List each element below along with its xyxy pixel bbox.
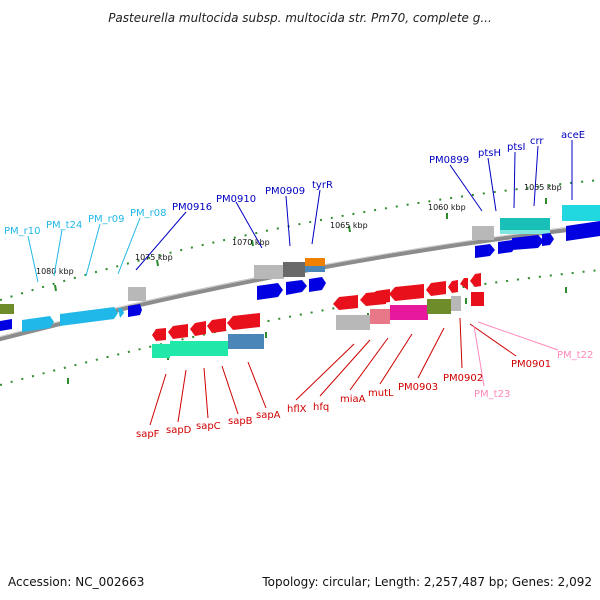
gene-label[interactable]: PM0909 <box>265 186 305 197</box>
tick-label-1055: 1055 kbp <box>524 183 562 192</box>
gene-label[interactable]: ptsI <box>507 142 525 153</box>
gene-label[interactable]: sapB <box>228 416 253 427</box>
gene-label[interactable]: mutL <box>368 388 394 399</box>
gene-feature[interactable] <box>333 295 358 310</box>
gene-feature[interactable] <box>370 289 390 304</box>
gene-feature[interactable] <box>512 235 544 250</box>
gene-feature[interactable] <box>427 299 451 314</box>
gene-feature[interactable] <box>562 205 600 221</box>
gene-feature[interactable] <box>309 277 326 292</box>
genome-summary-text: Topology: circular; Length: 2,257,487 bp… <box>261 575 592 589</box>
gene-feature[interactable] <box>470 273 481 287</box>
gene-label[interactable]: sapC <box>196 421 221 432</box>
gene-feature[interactable] <box>448 280 458 293</box>
gene-feature[interactable] <box>190 321 206 336</box>
lower-gene-labels: sapF sapD sapC sapB sapA hflX hfq miaA m… <box>136 350 593 440</box>
gene-label[interactable]: sapF <box>136 429 160 440</box>
gene-feature[interactable] <box>170 341 228 356</box>
gene-feature[interactable] <box>60 307 118 326</box>
gene-feature[interactable] <box>451 296 461 311</box>
gene-label[interactable]: PM0903 <box>398 382 438 393</box>
upper-leader-lines <box>27 140 573 283</box>
gene-feature[interactable] <box>370 309 390 324</box>
gene-label[interactable]: tyrR <box>312 180 333 191</box>
gene-label[interactable]: PM_t23 <box>474 389 510 400</box>
lower-leader-lines <box>149 317 559 426</box>
gene-feature[interactable] <box>389 284 424 301</box>
gene-feature[interactable] <box>286 280 307 295</box>
gene-feature[interactable] <box>283 262 305 277</box>
accession-text: Accession: NC_002663 <box>8 575 144 589</box>
gene-feature[interactable] <box>500 230 550 234</box>
gene-feature[interactable] <box>498 240 516 254</box>
gene-feature[interactable] <box>0 304 14 314</box>
gene-feature[interactable] <box>426 281 446 296</box>
gene-feature[interactable] <box>542 233 554 246</box>
upper-gene-labels: PM_r10 PM_t24 PM_r09 PM_r08 PM0916 PM091… <box>4 130 585 237</box>
gene-label[interactable]: ptsH <box>478 148 501 159</box>
inner-scale-ruler <box>0 269 600 386</box>
gene-label[interactable]: PM_r08 <box>130 208 167 219</box>
map-title: Pasteurella multocida subsp. multocida s… <box>108 11 492 25</box>
gene-feature[interactable] <box>390 305 428 320</box>
gene-feature[interactable] <box>227 313 260 330</box>
gene-feature[interactable] <box>118 308 124 318</box>
gene-feature[interactable] <box>152 328 166 341</box>
reverse-gene-track <box>152 273 484 358</box>
gene-feature[interactable] <box>500 218 550 230</box>
gene-feature[interactable] <box>128 287 146 301</box>
forward-gene-track <box>0 205 600 332</box>
gene-label[interactable]: hfq <box>313 402 329 413</box>
tick-label-1075: 1075 kbp <box>135 253 173 262</box>
gene-feature[interactable] <box>254 265 284 279</box>
gene-label[interactable]: sapA <box>256 410 281 421</box>
gene-label[interactable]: PM_t24 <box>46 220 82 231</box>
gene-feature[interactable] <box>472 226 494 240</box>
tick-label-1065: 1065 kbp <box>330 221 368 230</box>
gene-label[interactable]: crr <box>530 136 544 147</box>
gene-label[interactable]: aceE <box>561 130 585 141</box>
gene-label[interactable]: PM_r10 <box>4 226 41 237</box>
gene-feature[interactable] <box>471 292 484 306</box>
gene-feature[interactable] <box>475 244 495 258</box>
gene-label[interactable]: miaA <box>340 394 366 405</box>
gene-feature[interactable] <box>257 283 283 300</box>
gene-label[interactable]: PM0902 <box>443 373 483 384</box>
gene-feature[interactable] <box>207 318 226 333</box>
gene-feature[interactable] <box>460 278 468 290</box>
gene-label[interactable]: PM0901 <box>511 359 551 370</box>
gene-feature[interactable] <box>22 316 54 332</box>
tick-label-1060: 1060 kbp <box>428 203 466 212</box>
gene-label[interactable]: PM0916 <box>172 202 212 213</box>
gene-label[interactable]: PM_r09 <box>88 214 125 225</box>
gene-feature[interactable] <box>152 344 170 358</box>
gene-feature[interactable] <box>305 258 325 266</box>
gene-label[interactable]: PM0899 <box>429 155 469 166</box>
gene-feature[interactable] <box>336 315 370 330</box>
gene-feature[interactable] <box>566 221 600 241</box>
gene-label[interactable]: sapD <box>166 425 192 436</box>
gene-label[interactable]: hflX <box>287 404 307 415</box>
gene-label[interactable]: PM_t22 <box>557 350 593 361</box>
tick-label-1070: 1070 kbp <box>232 238 270 247</box>
gene-feature[interactable] <box>228 334 264 349</box>
gene-feature[interactable] <box>128 304 142 317</box>
gene-feature[interactable] <box>0 319 12 331</box>
gene-feature[interactable] <box>168 324 188 339</box>
gene-feature[interactable] <box>305 266 325 272</box>
gene-label[interactable]: PM0910 <box>216 194 256 205</box>
